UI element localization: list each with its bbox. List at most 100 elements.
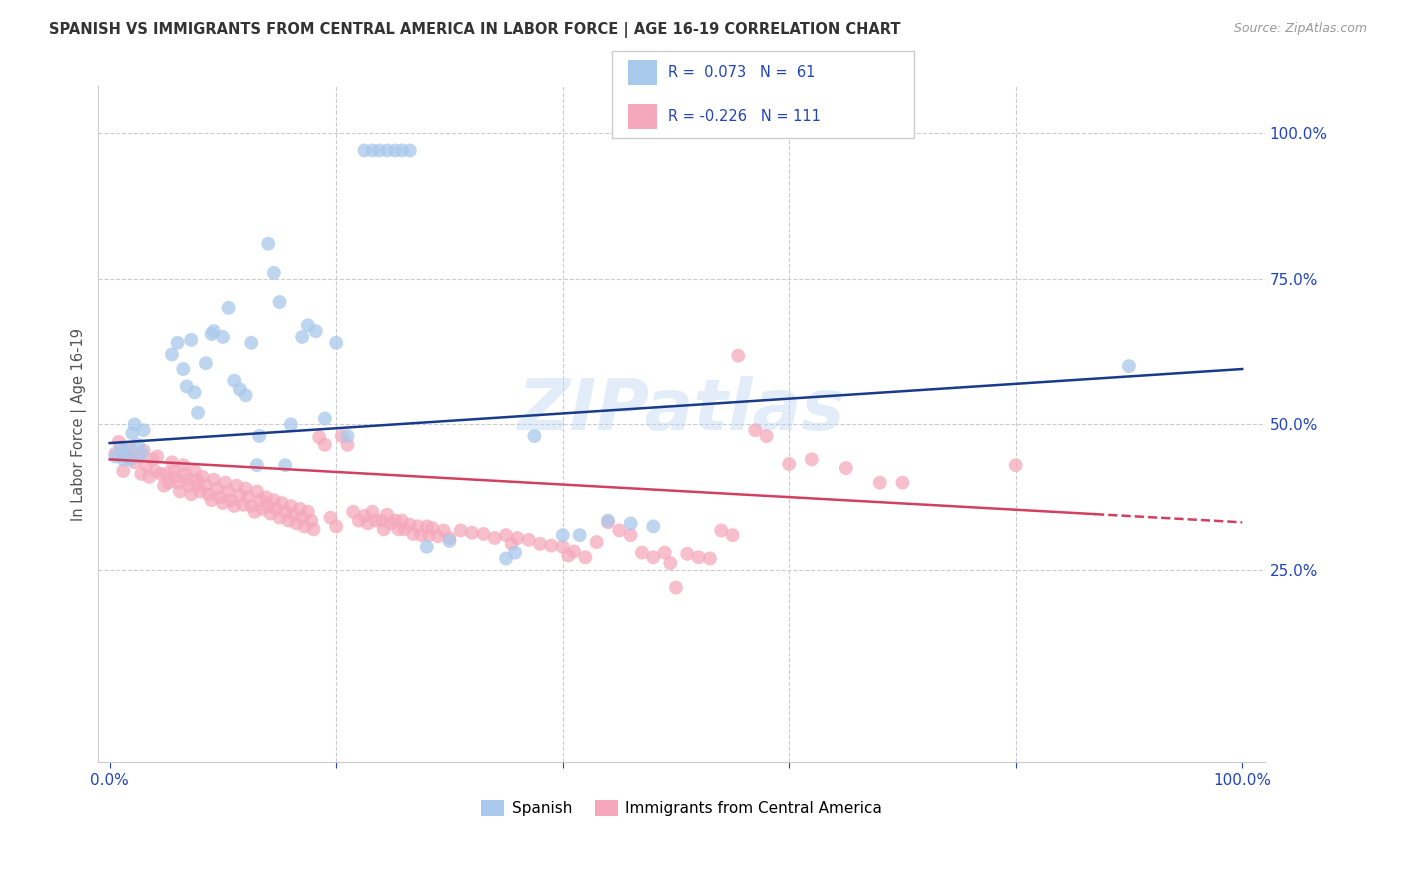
Point xyxy=(180,487,202,501)
Point xyxy=(375,144,398,158)
Point xyxy=(247,429,270,443)
Point xyxy=(391,144,413,158)
Point xyxy=(259,507,281,521)
Point xyxy=(744,423,766,437)
Point xyxy=(755,429,778,443)
Point xyxy=(375,508,398,522)
Point xyxy=(398,144,420,158)
Point xyxy=(294,519,316,533)
Point xyxy=(174,467,197,481)
Point xyxy=(187,478,209,492)
Point xyxy=(439,531,461,545)
Point xyxy=(229,383,252,397)
Point xyxy=(392,522,415,536)
Point xyxy=(127,438,149,452)
Point xyxy=(568,528,591,542)
Point xyxy=(373,522,395,536)
Point xyxy=(121,426,143,441)
Point xyxy=(551,540,574,554)
Point xyxy=(104,446,127,460)
Point xyxy=(240,335,263,350)
Point xyxy=(252,502,274,516)
Point xyxy=(208,490,231,504)
Point xyxy=(225,478,247,492)
Point xyxy=(243,505,266,519)
Point xyxy=(124,417,146,432)
Point xyxy=(235,482,257,496)
Point xyxy=(240,499,263,513)
Point xyxy=(361,505,384,519)
Point xyxy=(291,510,314,524)
Point xyxy=(891,475,914,490)
Point xyxy=(551,528,574,542)
Point xyxy=(257,499,280,513)
Point xyxy=(177,478,200,492)
Point xyxy=(800,452,823,467)
Point xyxy=(219,493,242,508)
Point xyxy=(503,546,526,560)
Point xyxy=(131,467,153,481)
Point xyxy=(120,452,142,467)
Point xyxy=(402,527,425,541)
Point xyxy=(142,452,165,467)
Point xyxy=(146,450,169,464)
Point xyxy=(643,550,665,565)
Point xyxy=(127,450,149,464)
Point xyxy=(596,516,619,530)
Point xyxy=(264,502,287,516)
Point xyxy=(115,450,138,464)
Point xyxy=(727,349,749,363)
Point xyxy=(288,502,311,516)
Point xyxy=(246,458,269,473)
Point xyxy=(384,514,406,528)
Point xyxy=(342,505,364,519)
Point xyxy=(305,324,328,338)
Point xyxy=(869,475,891,490)
Point xyxy=(166,335,188,350)
Point xyxy=(357,516,380,531)
Point xyxy=(835,461,858,475)
Point xyxy=(427,529,450,543)
Point xyxy=(523,429,546,443)
Point xyxy=(194,356,217,370)
Point xyxy=(172,362,194,376)
Point xyxy=(160,455,183,469)
Text: R =  0.073   N =  61: R = 0.073 N = 61 xyxy=(668,65,815,80)
Point xyxy=(155,467,177,481)
Point xyxy=(406,519,429,533)
Point xyxy=(172,458,194,473)
Point xyxy=(224,499,246,513)
Point xyxy=(277,514,299,528)
Point xyxy=(263,266,285,280)
Point xyxy=(484,531,506,545)
Point xyxy=(676,547,699,561)
Point xyxy=(314,411,336,425)
Point xyxy=(291,330,314,344)
Point xyxy=(1118,359,1140,373)
Point xyxy=(176,379,198,393)
Point xyxy=(257,236,280,251)
Point xyxy=(232,498,254,512)
Point xyxy=(495,528,517,542)
Point xyxy=(380,516,402,531)
Point xyxy=(263,493,285,508)
Point xyxy=(188,484,211,499)
Point xyxy=(688,550,710,565)
Point xyxy=(364,514,387,528)
Point xyxy=(132,443,155,458)
Point xyxy=(450,524,472,538)
Point xyxy=(124,455,146,469)
Point xyxy=(517,533,540,547)
Point xyxy=(501,537,523,551)
Legend: Spanish, Immigrants from Central America: Spanish, Immigrants from Central America xyxy=(475,794,889,822)
Point xyxy=(207,482,229,496)
Point xyxy=(280,499,302,513)
Point xyxy=(643,519,665,533)
Point xyxy=(353,144,375,158)
Text: SPANISH VS IMMIGRANTS FROM CENTRAL AMERICA IN LABOR FORCE | AGE 16-19 CORRELATIO: SPANISH VS IMMIGRANTS FROM CENTRAL AMERI… xyxy=(49,22,901,38)
Point xyxy=(202,473,225,487)
Point xyxy=(115,443,138,458)
Point xyxy=(201,493,224,508)
Point xyxy=(165,470,187,484)
Point xyxy=(285,516,308,531)
